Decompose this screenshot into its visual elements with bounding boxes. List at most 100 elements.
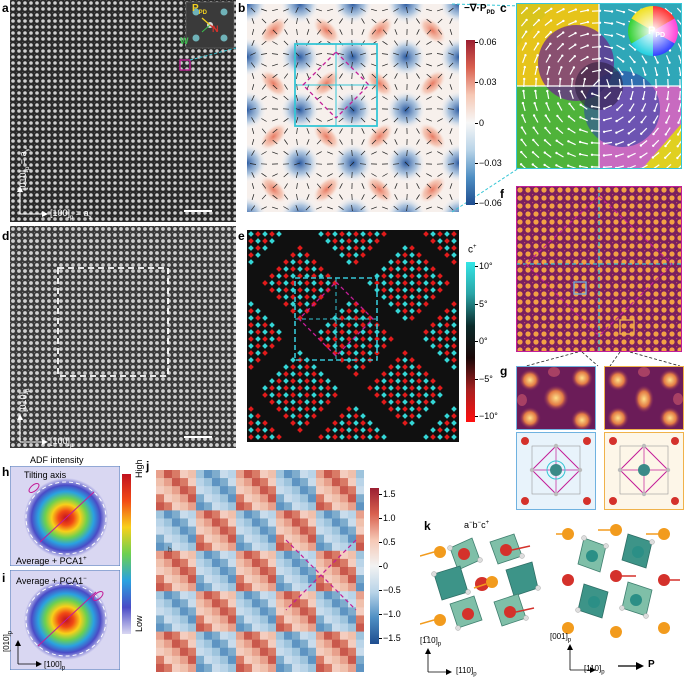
heatmap-cell — [220, 478, 229, 487]
polarization-arrow — [437, 151, 443, 155]
polarization-arrow — [394, 194, 398, 200]
polarization-vector-head — [632, 73, 635, 76]
polarization-arrow — [327, 8, 333, 12]
polarization-arrow — [426, 8, 432, 12]
heatmap-cell — [356, 494, 364, 503]
heatmap-cell — [204, 470, 213, 479]
heatmap-cell — [308, 615, 317, 624]
tilt-dot — [381, 336, 387, 342]
polarization-arrow — [272, 29, 278, 35]
polarization-vector-head — [610, 34, 614, 37]
tilt-dot — [325, 434, 331, 440]
polarization-arrow — [283, 18, 289, 24]
polarization-arrow — [327, 18, 333, 24]
polarization-arrow — [261, 63, 267, 67]
heatmap-cell — [260, 647, 269, 657]
tilt-dot — [437, 385, 443, 391]
panel-k-axis1-x: [110] — [456, 666, 474, 675]
polarization-vector — [615, 141, 625, 145]
panel-i-x-axis: [100] — [44, 660, 62, 669]
heatmap-cell — [292, 510, 301, 519]
panel-a-roi-box — [179, 59, 191, 71]
heatmap-cell — [228, 550, 237, 560]
polarization-vector-head — [639, 144, 643, 147]
heatmap-cell — [308, 526, 317, 535]
polarization-vector-head — [548, 54, 552, 57]
polarization-arrow — [394, 73, 398, 79]
polarization-arrow — [315, 53, 323, 55]
polarization-vector-head — [524, 54, 527, 57]
heatmap-cell — [284, 502, 293, 511]
polarization-vector — [556, 115, 564, 123]
heatmap-cell — [260, 607, 269, 616]
tilt-dot — [367, 329, 373, 335]
heatmap-cell — [332, 631, 341, 640]
tilt-dot — [311, 364, 317, 370]
polarization-vector — [546, 67, 550, 75]
polarization-arrow — [449, 40, 453, 46]
heatmap-cell — [308, 550, 317, 560]
heatmap-cell — [172, 631, 181, 640]
panel-b-colorbar-tick: −0.06 — [479, 198, 502, 208]
heatmap-cell — [324, 639, 333, 649]
polarization-arrow — [382, 173, 388, 177]
heatmap-cell — [204, 647, 213, 657]
polarization-vector — [545, 103, 551, 111]
tilt-dot — [416, 371, 422, 377]
heatmap-cell — [276, 591, 285, 600]
heatmap-cell — [260, 534, 269, 544]
polarization-arrow — [295, 116, 299, 124]
panel-j-colorbar — [370, 488, 379, 644]
polarization-vector-head — [537, 7, 541, 10]
heatmap-cell — [180, 623, 189, 632]
heatmap-cell — [268, 470, 277, 479]
panel-e-colorbar-title: c — [468, 244, 473, 256]
tilt-dot — [388, 378, 394, 384]
heatmap-cell — [340, 510, 349, 519]
panel-e-colorbar-tick-mark — [475, 416, 478, 417]
tilt-dot — [416, 392, 422, 398]
tilt-dot — [353, 308, 359, 314]
heatmap-cell — [220, 542, 229, 552]
heatmap-cell — [268, 607, 277, 616]
heatmap-cell — [284, 494, 293, 503]
heatmap-cell — [236, 639, 245, 649]
polarization-vector-head — [574, 20, 577, 23]
tilt-dot — [451, 315, 457, 321]
polarization-vector-head — [677, 121, 680, 124]
polarization-arrow — [382, 206, 388, 210]
tilt-dot — [395, 294, 401, 300]
heatmap-cell — [340, 599, 349, 608]
polarization-arrow — [382, 96, 388, 100]
tilt-dot — [430, 378, 436, 384]
heatmap-cell — [196, 526, 205, 535]
heatmap-cell — [324, 647, 333, 657]
heatmap-cell — [300, 575, 309, 584]
tilt-dot — [437, 427, 443, 433]
heatmap-cell — [212, 526, 221, 535]
heatmap-cell — [196, 558, 205, 568]
heatmap-cell — [156, 607, 165, 616]
polarization-arrow — [261, 73, 267, 79]
heatmap-cell — [196, 502, 205, 511]
polarization-vector-head — [525, 30, 528, 33]
polarization-vector-head — [521, 101, 525, 105]
heatmap-cell — [324, 615, 333, 624]
polarization-arrow — [448, 205, 454, 211]
polarization-vector — [568, 128, 576, 134]
tilt-dot — [353, 420, 359, 426]
polarization-vector — [641, 55, 647, 63]
polarization-arrow — [361, 18, 365, 24]
polarization-vector-head — [543, 139, 547, 142]
heatmap-cell — [356, 542, 364, 552]
heatmap-cell — [220, 550, 229, 560]
heatmap-cell — [252, 566, 261, 576]
heatmap-cell — [220, 615, 229, 624]
tilt-dot — [444, 357, 450, 363]
tilt-dot — [374, 434, 380, 440]
tilt-dot — [374, 336, 380, 342]
polarization-arrow — [393, 205, 399, 211]
heatmap-cell — [188, 575, 197, 584]
heatmap-cell — [236, 663, 245, 672]
polarization-arrow — [327, 73, 333, 79]
